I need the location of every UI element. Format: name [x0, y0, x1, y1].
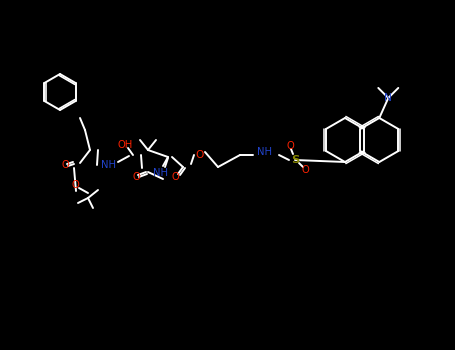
Text: O: O: [301, 165, 309, 175]
Text: O: O: [61, 160, 69, 170]
Text: O: O: [71, 180, 79, 190]
Text: O: O: [286, 141, 294, 151]
Text: NH: NH: [153, 168, 168, 178]
Text: NH: NH: [258, 147, 273, 157]
Text: N: N: [384, 93, 392, 103]
Text: S: S: [291, 155, 299, 165]
Text: OH: OH: [117, 140, 132, 150]
Text: O: O: [196, 150, 204, 160]
Text: NH: NH: [101, 160, 116, 170]
Text: O: O: [171, 172, 179, 182]
Text: O: O: [132, 172, 140, 182]
